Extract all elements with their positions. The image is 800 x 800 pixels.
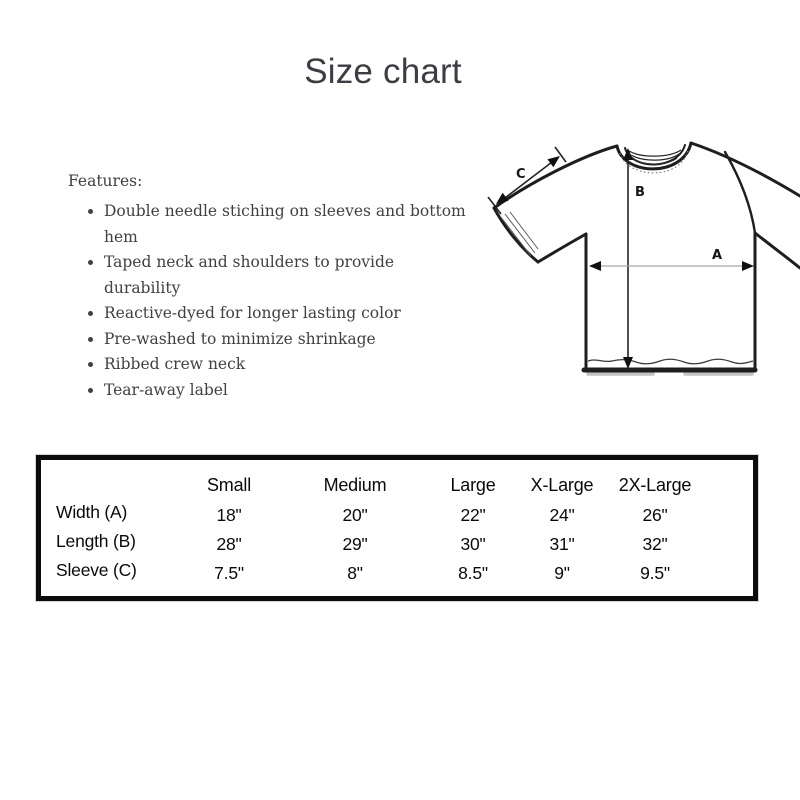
length-label: B [635, 185, 645, 200]
column-header: Large [450, 475, 496, 495]
sleeve-label: C [516, 167, 526, 182]
features-section: Features: Double needle stiching on slee… [68, 170, 472, 403]
spacer-cell [711, 460, 753, 498]
tshirt-diagram: B A C [485, 130, 800, 400]
tshirt-drawing-svg: B A C [487, 141, 800, 376]
spacer-cell [711, 556, 753, 585]
cuff-stitching [499, 211, 539, 257]
size-value: 9.5" [640, 563, 670, 583]
table-row: Sleeve (C) 7.5" 8" 8.5" 9" 9.5" [41, 556, 753, 585]
length-arrow: B [623, 148, 645, 369]
spacer-cell [711, 527, 753, 556]
table-row: Length (B) 28" 29" 30" 31" 32" [41, 527, 753, 556]
size-value: 9" [554, 563, 570, 583]
size-table: Small Medium Large X-Large 2X-Large Widt… [41, 460, 753, 585]
table-row: Width (A) 18" 20" 22" 24" 26" [41, 498, 753, 527]
width-label: A [712, 248, 722, 263]
size-value: 8.5" [458, 563, 488, 583]
hem-stitching [587, 358, 754, 365]
size-value: 30" [460, 534, 486, 554]
features-list: Double needle stiching on sleeves and bo… [68, 199, 472, 403]
size-value: 29" [342, 534, 368, 554]
size-value: 26" [642, 505, 668, 525]
column-header: Medium [323, 475, 387, 495]
feature-item: Tear-away label [104, 378, 472, 404]
size-value: 28" [216, 534, 242, 554]
corner-cell [41, 460, 169, 498]
size-value: 18" [216, 505, 242, 525]
feature-item: Reactive-dyed for longer lasting color [104, 301, 472, 327]
feature-item: Double needle stiching on sleeves and bo… [104, 199, 472, 250]
size-value: 22" [460, 505, 486, 525]
size-value: 8" [347, 563, 363, 583]
size-value: 24" [549, 505, 575, 525]
size-table-header-row: Small Medium Large X-Large 2X-Large [41, 460, 753, 498]
feature-item: Pre-washed to minimize shrinkage [104, 327, 472, 353]
size-table-container: Small Medium Large X-Large 2X-Large Widt… [36, 455, 758, 601]
spacer-cell [711, 498, 753, 527]
sleeve-arrow: C [487, 146, 567, 215]
feature-item: Taped neck and shoulders to provide dura… [104, 250, 472, 301]
size-value: 7.5" [214, 563, 244, 583]
tshirt-body-fill [494, 143, 800, 370]
page-title: Size chart [304, 52, 462, 91]
size-value: 32" [642, 534, 668, 554]
width-arrow: A [589, 248, 754, 271]
size-value: 20" [342, 505, 368, 525]
column-header: Small [206, 475, 251, 495]
row-label: Length (B) [56, 531, 136, 551]
column-header: 2X-Large [618, 475, 692, 495]
column-header: X-Large [530, 475, 594, 495]
size-value: 31" [549, 534, 575, 554]
feature-item: Ribbed crew neck [104, 352, 472, 378]
row-label: Sleeve (C) [56, 560, 137, 580]
row-label: Width (A) [56, 502, 128, 522]
collar-ribbing [628, 149, 682, 165]
features-heading: Features: [68, 172, 143, 190]
collar-stipple [619, 149, 689, 174]
title-container: Size chart [0, 52, 800, 92]
